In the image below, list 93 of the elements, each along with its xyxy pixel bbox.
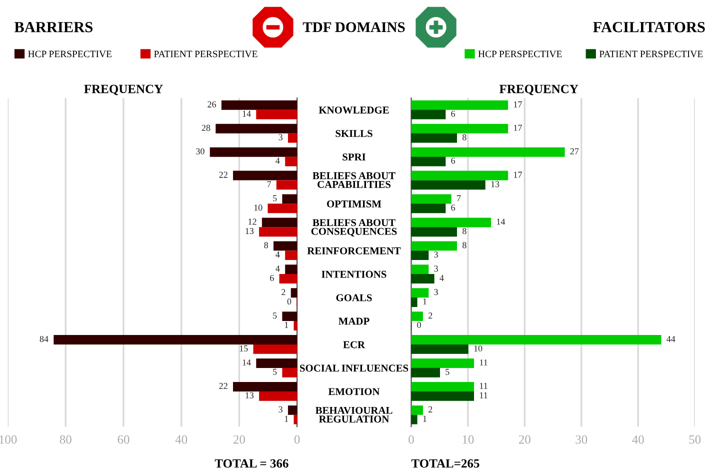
data-label: 15	[240, 345, 248, 352]
chart-title: FACILITATORS	[593, 22, 705, 32]
data-label: 11	[480, 382, 488, 389]
text: TDF DOMAINS	[302, 22, 405, 32]
data-label: 4	[276, 266, 280, 272]
y-tick-label: MADP	[338, 318, 370, 325]
x-tick-label: 10	[462, 435, 474, 444]
x-tick-label: 80	[60, 435, 72, 444]
data-label: 2	[428, 312, 432, 318]
y-tick-label: KNOWLEDGE	[318, 106, 389, 114]
data-label: 5	[446, 368, 450, 375]
data-label: 17	[514, 172, 522, 178]
text: TOTAL = 366	[214, 459, 288, 468]
data-label: 6	[451, 110, 456, 117]
y-tick-label: SPRI	[342, 153, 366, 160]
data-label: 10	[254, 204, 262, 211]
data-label: 3	[278, 406, 282, 412]
data-label: 1	[423, 416, 426, 422]
data-label: 13	[246, 228, 254, 234]
data-label: 13	[491, 181, 500, 188]
data-label: 4	[276, 252, 280, 258]
data-label: 8	[462, 228, 466, 234]
data-label: 13	[246, 392, 254, 398]
data-label: 1	[284, 322, 288, 328]
x-tick-label: 60	[118, 435, 130, 444]
data-label: 8	[462, 242, 466, 248]
data-label: 2	[428, 406, 432, 412]
data-label: 0	[287, 298, 292, 305]
x-axis-title: FREQUENCY	[84, 84, 163, 96]
data-label: 22	[219, 382, 228, 389]
x-tick-label: 20	[234, 435, 245, 444]
x-tick-label: 40	[175, 435, 188, 444]
data-label: 5	[273, 312, 277, 319]
legend-label: PATIENT PERSPECTIVE	[599, 50, 703, 58]
data-label: 8	[264, 242, 268, 248]
x-tick-label: 0	[408, 435, 414, 444]
x-tick-label: 30	[576, 435, 588, 444]
data-label: 7	[457, 195, 461, 202]
data-label: 8	[462, 134, 466, 140]
data-label: 6	[451, 158, 456, 164]
data-label: 17	[514, 124, 522, 131]
data-label: 17	[514, 101, 522, 108]
data-label: 22	[219, 172, 228, 178]
data-label: 3	[434, 289, 438, 296]
data-label: 27	[570, 148, 579, 154]
text: TOTAL=265	[411, 459, 480, 468]
data-label: 14	[242, 110, 251, 117]
y-tick-label: SOCIAL INFLUENCES	[300, 364, 408, 372]
data-label: 5	[273, 195, 277, 202]
y-tick-label: INTENTIONS	[322, 270, 386, 278]
data-label: 14	[496, 218, 506, 225]
x-tick-label: 0	[294, 435, 300, 444]
y-tick-label: SKILLS	[336, 130, 372, 138]
y-tick-label: EMOTION	[328, 388, 380, 396]
data-label: 10	[474, 345, 482, 352]
data-label: 26	[208, 101, 216, 108]
data-label: 1	[423, 298, 426, 304]
data-label: 30	[196, 148, 204, 154]
x-tick-label: 50	[689, 435, 701, 444]
data-label: 3	[278, 134, 282, 140]
legend-label: HCP PERSPECTIVE	[478, 50, 562, 58]
x-tick-label: 100	[0, 435, 17, 444]
data-label: 14	[242, 359, 251, 366]
data-label: 4	[276, 158, 280, 164]
x-tick-label: 20	[518, 435, 530, 444]
chart-title: BARRIERS	[14, 22, 92, 32]
data-label: 6	[451, 204, 456, 211]
y-tick-label: BELIEFS ABOUT CAPABILITIES	[312, 172, 396, 188]
data-label: 28	[202, 124, 210, 131]
data-label: 11	[480, 359, 488, 366]
data-label: 12	[248, 218, 256, 225]
data-label: 6	[270, 274, 274, 282]
x-tick-label: 40	[632, 435, 644, 444]
legend-label: HCP PERSPECTIVE	[28, 50, 112, 58]
y-tick-label: BEHAVIOURAL REGULATION	[315, 406, 392, 423]
y-tick-label: REINFORCEMENT	[307, 247, 401, 254]
data-label: 2	[282, 289, 286, 296]
y-tick-label: GOALS	[336, 294, 372, 302]
data-label: 5	[273, 368, 277, 375]
legend-label: PATIENT PERSPECTIVE	[154, 50, 258, 58]
data-label: 4	[440, 275, 444, 281]
y-tick-label: ECR	[343, 341, 366, 348]
data-label: 0	[417, 322, 421, 328]
data-label: 44	[666, 336, 676, 342]
data-label: 1	[284, 416, 288, 422]
y-tick-label: OPTIMISM	[327, 200, 382, 208]
data-label: 7	[267, 181, 272, 188]
data-label: 3	[434, 252, 438, 258]
data-label: 11	[480, 392, 488, 398]
x-axis-title: FREQUENCY	[499, 84, 578, 96]
data-label: 3	[434, 266, 438, 272]
y-tick-label: BELIEFS ABOUT CONSEQUENCES	[311, 219, 397, 236]
data-label: 84	[40, 336, 48, 342]
